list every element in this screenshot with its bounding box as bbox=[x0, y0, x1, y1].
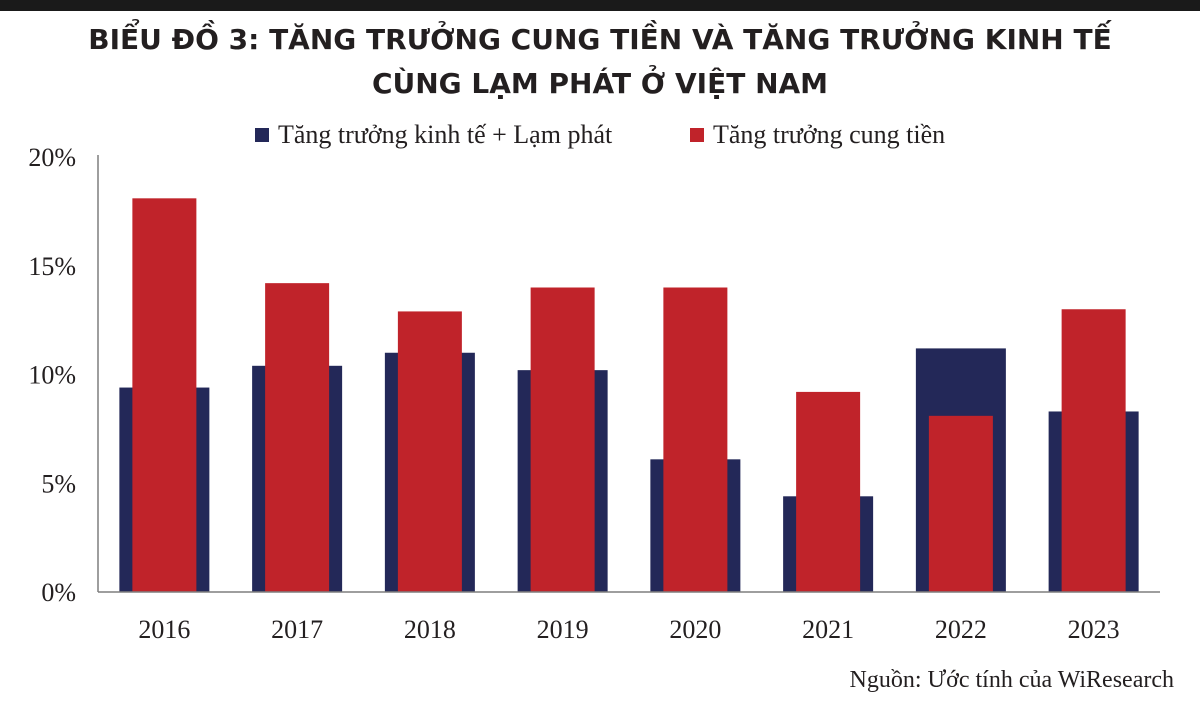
bar-money-supply-2018 bbox=[397, 311, 462, 592]
y-tick-label: 15% bbox=[28, 252, 76, 281]
x-tick-label-2021: 2021 bbox=[802, 615, 854, 644]
chart-title-line-1: BIỂU ĐỒ 3: TĂNG TRƯỞNG CUNG TIỀN VÀ TĂNG… bbox=[88, 23, 1112, 56]
bar-money-supply-2021 bbox=[796, 391, 861, 592]
y-tick-label: 0% bbox=[41, 578, 76, 607]
legend-label-money-supply: Tăng trưởng cung tiền bbox=[713, 120, 946, 149]
bar-money-supply-2016 bbox=[132, 198, 197, 592]
chart-legend: Tăng trưởng kinh tế + Lạm phát Tăng trưở… bbox=[0, 120, 1200, 160]
bar-money-supply-2017 bbox=[265, 283, 330, 592]
y-tick-label: 5% bbox=[41, 469, 76, 498]
legend-item-gdp-inflation: Tăng trưởng kinh tế + Lạm phát bbox=[255, 120, 612, 150]
legend-swatch-navy bbox=[255, 128, 269, 142]
source-note: Nguồn: Ước tính của WiResearch bbox=[849, 667, 1174, 693]
x-tick-label-2019: 2019 bbox=[537, 615, 589, 644]
x-tick-label-2018: 2018 bbox=[404, 615, 456, 644]
bar-money-supply-2022 bbox=[928, 415, 993, 592]
legend-item-money-supply: Tăng trưởng cung tiền bbox=[690, 120, 945, 150]
x-tick-label-2016: 2016 bbox=[138, 615, 190, 644]
chart-title: BIỂU ĐỒ 3: TĂNG TRƯỞNG CUNG TIỀN VÀ TĂNG… bbox=[0, 18, 1200, 106]
x-tick-label-2020: 2020 bbox=[669, 615, 721, 644]
y-tick-label: 10% bbox=[28, 361, 76, 390]
chart-title-line-2: CÙNG LẠM PHÁT Ở VIỆT NAM bbox=[371, 67, 829, 100]
x-tick-label-2022: 2022 bbox=[935, 615, 987, 644]
top-rule bbox=[0, 0, 1200, 11]
legend-swatch-red bbox=[690, 128, 704, 142]
bar-money-supply-2023 bbox=[1061, 309, 1126, 592]
x-tick-label-2017: 2017 bbox=[271, 615, 323, 644]
bar-money-supply-2020 bbox=[663, 287, 728, 592]
x-tick-label-2023: 2023 bbox=[1068, 615, 1120, 644]
bar-money-supply-2019 bbox=[530, 287, 595, 592]
y-tick-label: 20% bbox=[28, 143, 76, 172]
legend-label-gdp-inflation: Tăng trưởng kinh tế + Lạm phát bbox=[278, 120, 613, 149]
